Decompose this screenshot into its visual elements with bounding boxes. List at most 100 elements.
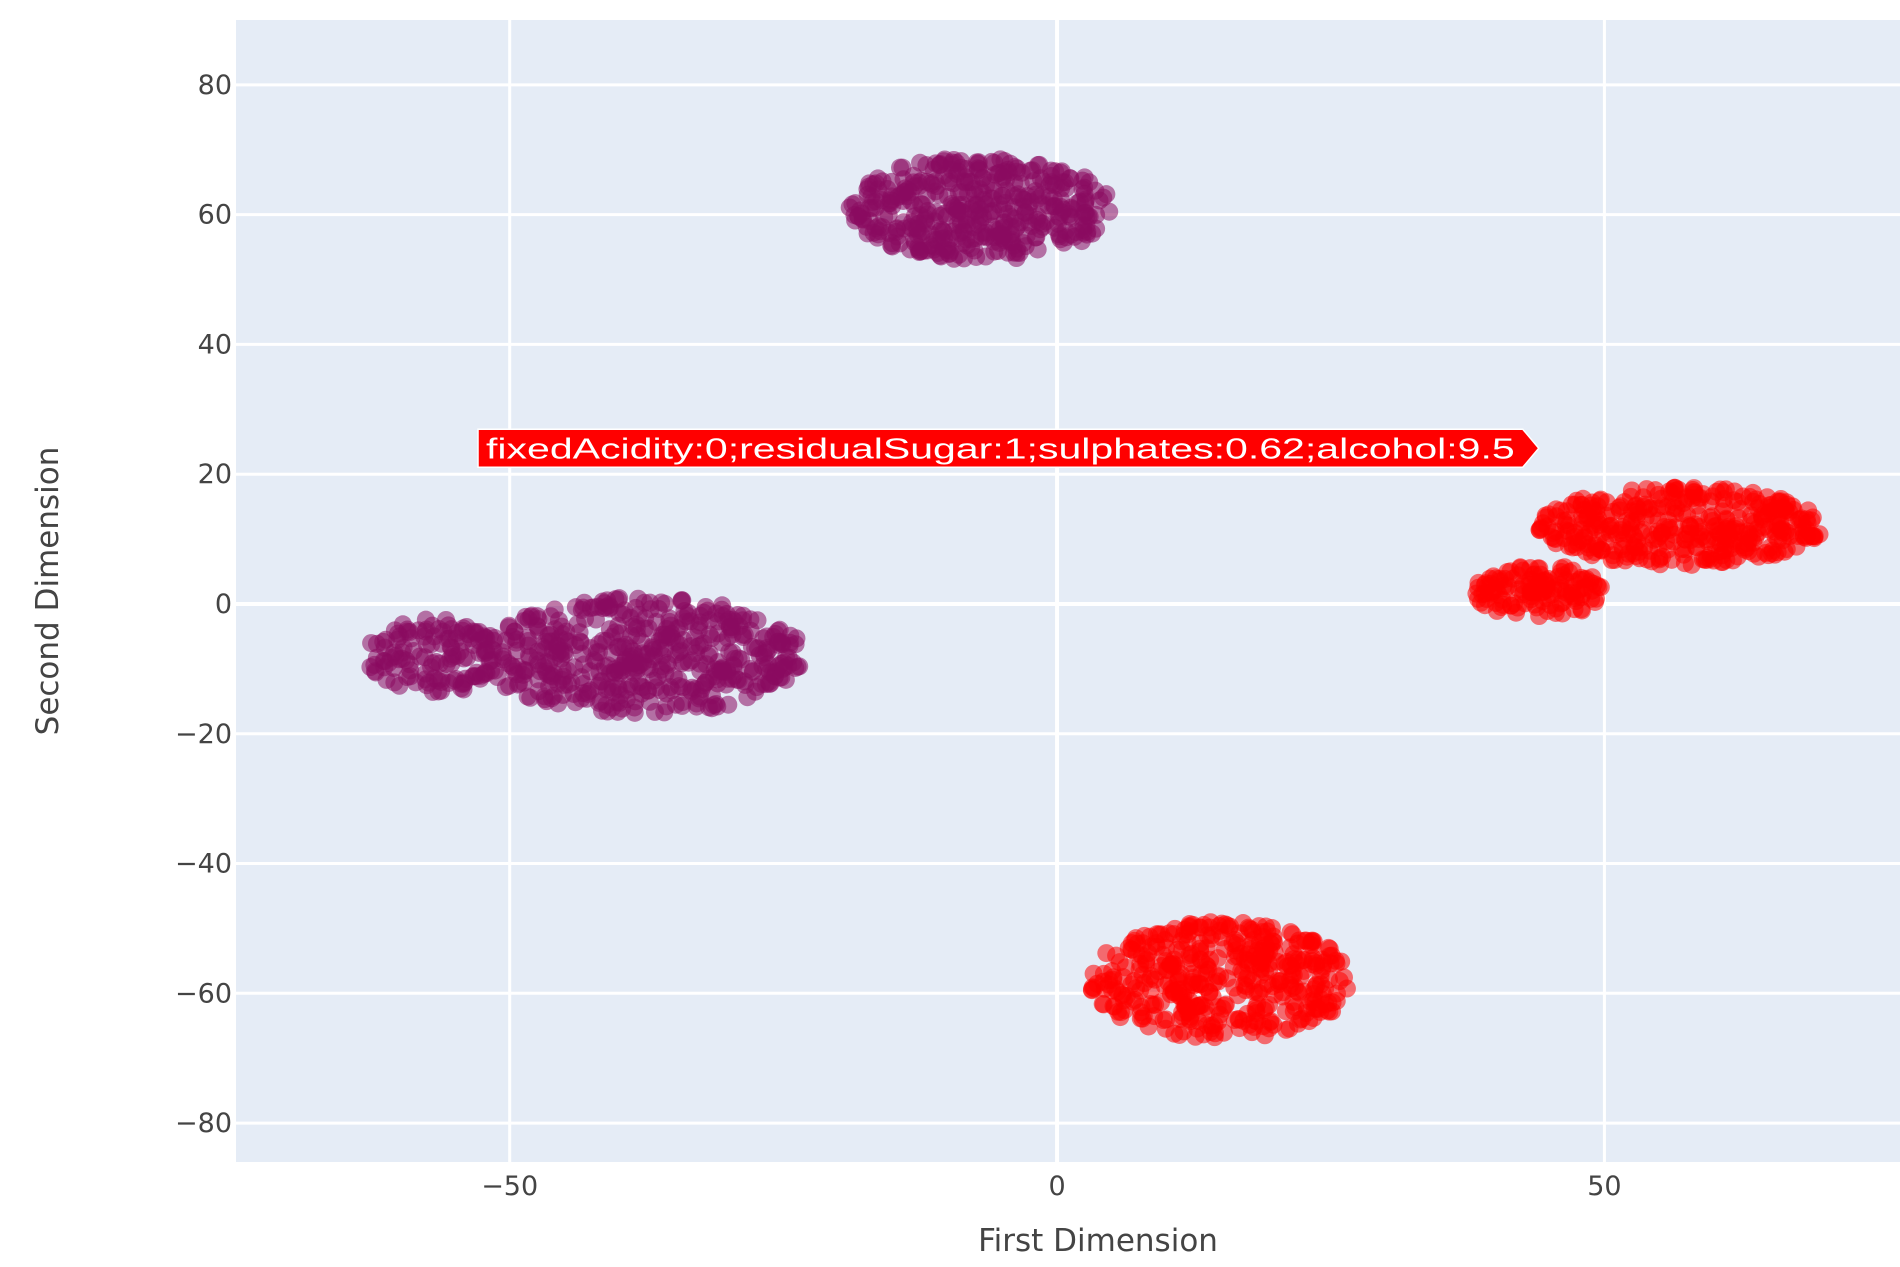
data-point (1304, 1008, 1323, 1027)
data-point (1131, 1009, 1150, 1028)
data-point (1653, 497, 1672, 516)
y-tick-label: 80 (198, 70, 232, 101)
y-tick-label: −20 (175, 719, 232, 750)
data-point (402, 629, 421, 648)
data-point (1547, 500, 1566, 519)
data-point (1273, 983, 1292, 1002)
data-point (943, 222, 962, 241)
data-point (1562, 495, 1581, 514)
data-point (708, 697, 727, 716)
x-tick-label: 0 (1048, 1171, 1065, 1202)
data-point (1084, 964, 1103, 983)
data-point (1724, 491, 1743, 510)
data-point (774, 653, 793, 672)
data-point (713, 606, 732, 625)
data-point (1312, 950, 1331, 969)
data-point (894, 170, 913, 189)
data-point (1245, 1011, 1264, 1030)
data-point (1615, 493, 1634, 512)
data-point (901, 191, 920, 210)
y-tick-label: 0 (215, 589, 232, 620)
data-point (1539, 570, 1558, 589)
data-point (1746, 490, 1765, 509)
data-point (1511, 558, 1530, 577)
y-tick-label: −80 (175, 1108, 232, 1139)
data-point (942, 155, 961, 174)
data-point (1201, 1022, 1220, 1041)
data-point (1151, 993, 1170, 1012)
data-point (1173, 1003, 1192, 1022)
data-point (926, 203, 945, 222)
data-point (740, 659, 759, 678)
data-point (674, 630, 693, 649)
data-point (748, 611, 767, 630)
data-point (1316, 995, 1335, 1014)
data-point (734, 628, 753, 647)
data-point (1165, 925, 1184, 944)
data-point (734, 606, 753, 625)
data-point (1145, 1007, 1164, 1026)
data-point (1074, 223, 1093, 242)
data-point (1008, 159, 1027, 178)
data-point (1257, 945, 1276, 964)
data-point (1669, 480, 1688, 499)
data-point (1208, 998, 1227, 1017)
data-point (454, 619, 473, 638)
data-point (1201, 913, 1220, 932)
data-point (851, 201, 870, 220)
data-point (425, 627, 444, 646)
data-point (1182, 965, 1201, 984)
data-point (1104, 970, 1123, 989)
data-point (441, 649, 460, 668)
data-point (648, 667, 667, 686)
y-tick-label: 40 (198, 329, 232, 360)
data-point (1051, 230, 1070, 249)
data-point (890, 234, 909, 253)
data-point (1682, 530, 1701, 549)
data-point (1181, 949, 1200, 968)
data-point (427, 652, 446, 671)
data-point (1667, 499, 1686, 518)
data-point (505, 622, 524, 641)
data-point (1010, 243, 1029, 262)
data-point (516, 607, 535, 626)
tooltip-text: fixedAcidity:0;residualSugar:1;sulphates… (486, 433, 1515, 465)
data-point (995, 231, 1014, 250)
tooltip-box (477, 428, 1540, 468)
data-point (1083, 978, 1102, 997)
data-point (1256, 963, 1275, 982)
data-point (905, 207, 924, 226)
data-point (1100, 202, 1119, 221)
data-point (1607, 525, 1626, 544)
data-point (1165, 950, 1184, 969)
data-point (1307, 975, 1326, 994)
data-point (617, 690, 636, 709)
data-point (1174, 1022, 1193, 1041)
y-axis-title: Second Dimension (30, 447, 66, 736)
x-axis-title: First Dimension (978, 1223, 1218, 1259)
data-point (541, 607, 560, 626)
data-point (385, 643, 404, 662)
data-point (1587, 502, 1606, 521)
data-point (626, 598, 645, 617)
data-point (1510, 580, 1529, 599)
data-point (581, 662, 600, 681)
data-point (1546, 534, 1565, 553)
data-point (1756, 543, 1775, 562)
data-point (1242, 920, 1261, 939)
data-point (943, 197, 962, 216)
data-point (629, 673, 648, 692)
data-point (557, 622, 576, 641)
data-point (1502, 596, 1521, 615)
y-tick-label: −40 (175, 849, 232, 880)
data-point (930, 185, 949, 204)
data-point (661, 616, 680, 635)
data-point (1073, 180, 1092, 199)
data-point (1139, 944, 1158, 963)
data-point (776, 670, 795, 689)
data-point (970, 160, 989, 179)
data-point (558, 661, 577, 680)
data-point (541, 666, 560, 685)
data-point (1525, 595, 1544, 614)
y-axis-ticks: −80 −60 −40 −20 0 20 40 60 80 (175, 70, 232, 1139)
